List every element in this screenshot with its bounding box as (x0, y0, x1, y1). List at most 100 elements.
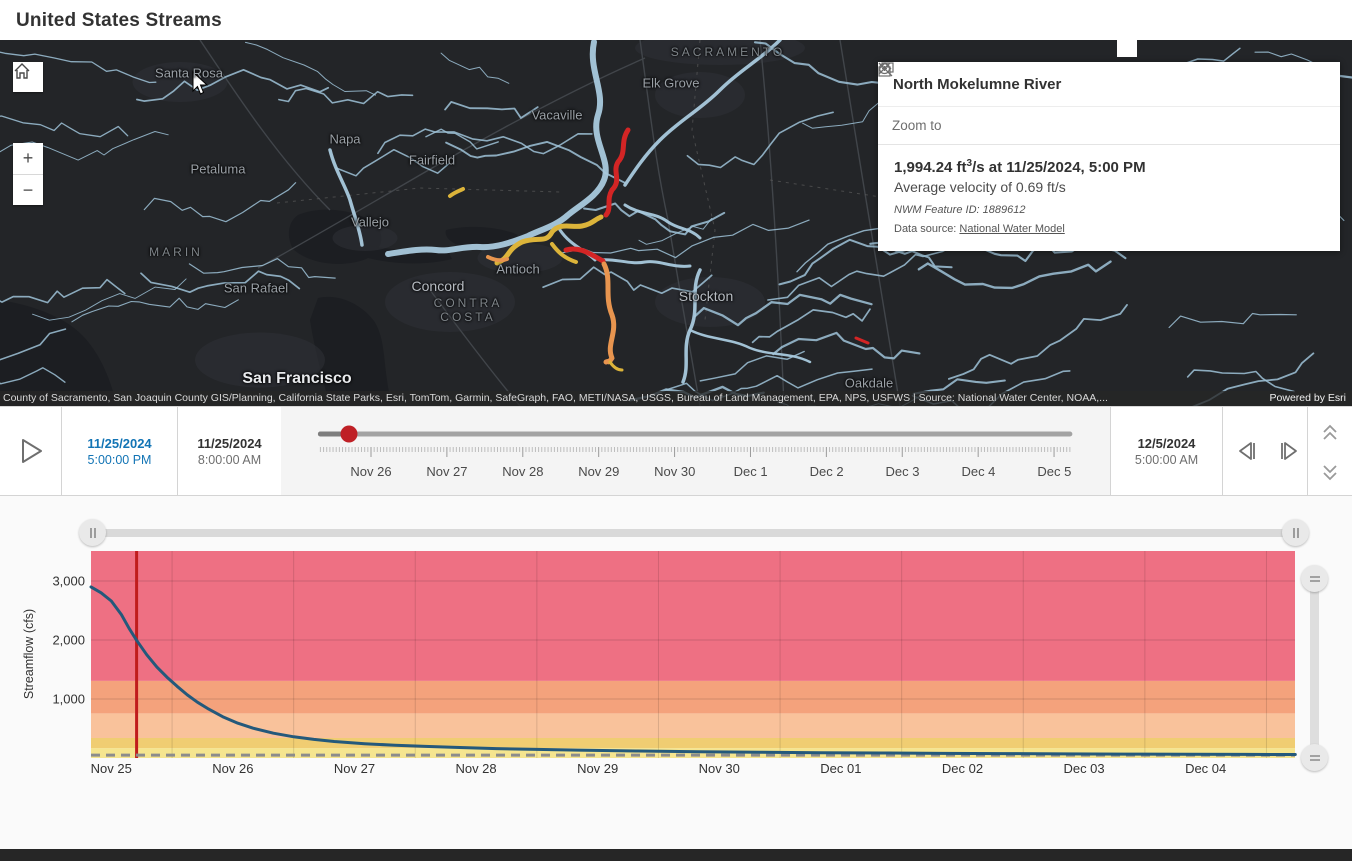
divider (1110, 407, 1111, 495)
step-back-button[interactable] (1226, 407, 1268, 495)
time-slider-label: Dec 1 (734, 464, 768, 479)
start-time: 8:00:00 AM (197, 452, 262, 467)
time-slider-label: Dec 2 (810, 464, 844, 479)
step-back-icon (1239, 442, 1255, 460)
y-axis-title: Streamflow (cfs) (22, 609, 36, 699)
time-slider-label: Dec 4 (961, 464, 995, 479)
stream-highlight-yellow-spur[interactable] (550, 242, 578, 264)
divider (177, 407, 178, 495)
velocity-text: Average velocity of 0.69 ft/s (894, 179, 1066, 195)
streamflow-chart[interactable]: 1,000 2,000 3,000 Streamflow (cfs) Nov 25 Nov… (0, 496, 1352, 849)
time-slider-label: Nov 26 (350, 464, 391, 479)
step-forward-icon (1281, 442, 1297, 460)
zoom-out-button[interactable]: − (22, 180, 34, 200)
app-header: United States Streams (0, 0, 1352, 40)
x-tick-label: Dec 04 (1185, 761, 1226, 776)
chart-vertical-range-track[interactable] (1310, 568, 1319, 770)
start-date: 11/25/2024 (197, 435, 262, 451)
end-date: 12/5/2024 (1137, 435, 1196, 451)
map-canvas[interactable]: Santa Rosa Vacaville Napa Fairfield Petaluma… (0, 40, 1352, 406)
close-button[interactable] (878, 62, 1330, 101)
end-time: 5:00:00 AM (1134, 452, 1199, 467)
band-50-yr (91, 551, 1295, 681)
step-forward-button[interactable] (1268, 407, 1310, 495)
x-tick-label: Nov 27 (334, 761, 375, 776)
divider (1307, 407, 1308, 495)
play-button[interactable] (0, 407, 61, 495)
play-icon (21, 439, 42, 463)
chart-range-left-handle[interactable] (79, 519, 106, 546)
home-icon (14, 63, 30, 79)
popup-title: North Mokelumne River (893, 75, 1062, 93)
time-slider-label: Dec 3 (886, 464, 920, 479)
current-time-display: 11/25/2024 5:00:00 PM (62, 407, 177, 495)
zoom-to-action[interactable]: Zoom to (878, 62, 1340, 145)
grip-horizontal-icon (1309, 575, 1320, 582)
time-slider-label: Nov 28 (502, 464, 543, 479)
time-slider-label: Nov 30 (654, 464, 695, 479)
chart-panel: 1,000 2,000 3,000 Streamflow (cfs) Nov 25 Nov… (0, 496, 1352, 849)
divider (61, 407, 62, 495)
home-button[interactable] (13, 62, 43, 92)
zoom-widget: + − (13, 143, 43, 205)
collapse-button[interactable] (878, 62, 1296, 101)
chart-range-right-handle[interactable] (1282, 519, 1309, 546)
data-source-text: Data source: National Water Model (894, 223, 1065, 235)
double-chevron-up-icon (1322, 424, 1337, 440)
start-time-display: 11/25/2024 8:00:00 AM (178, 407, 281, 495)
mouse-cursor (192, 70, 209, 95)
forecast-line (89, 585, 1297, 756)
x-tick-label: Nov 30 (699, 761, 740, 776)
data-source-link[interactable]: National Water Model (959, 223, 1065, 235)
zoom-widget-divider (13, 174, 43, 175)
chart-vrange-top-handle[interactable] (1301, 565, 1328, 592)
time-slider-track[interactable]: Nov 26 Nov 27 Nov 28 Nov 29 Nov 30 Dec 1 Dec 2… (0, 407, 1352, 495)
chart-vrange-bottom-handle[interactable] (1301, 744, 1328, 771)
end-time-display: 12/5/2024 5:00:00 AM (1111, 407, 1222, 495)
zoom-in-button[interactable]: + (22, 148, 34, 168)
stream-highlight-yellow-tail[interactable] (608, 360, 624, 372)
y-tick-label: 3,000 (52, 573, 85, 588)
chart-horizontal-range-track[interactable] (100, 529, 1292, 537)
x-tick-label: Nov 29 (577, 761, 618, 776)
feature-id-text: NWM Feature ID: 1889612 (894, 204, 1026, 216)
stream-highlight-yellow[interactable] (494, 214, 604, 266)
map-partial-widget (1117, 40, 1137, 57)
y-tick-label: 1,000 (52, 691, 85, 706)
feature-popup: North Mokelumne River (878, 62, 1340, 251)
time-slider-label: Nov 27 (426, 464, 467, 479)
x-tick-label: Nov 25 (91, 761, 132, 776)
y-tick-label: 2,000 (52, 632, 85, 647)
grip-vertical-icon (1292, 527, 1299, 538)
time-slider-handle[interactable] (340, 425, 358, 443)
band-10-yr (91, 713, 1295, 738)
band-25-yr (91, 680, 1295, 714)
stream-highlight-orange[interactable] (601, 261, 617, 365)
panel-expand-column (1307, 407, 1352, 495)
expand-down-button[interactable] (1307, 455, 1352, 489)
zoom-to-label: Zoom to (892, 118, 942, 133)
double-chevron-down-icon (1322, 464, 1337, 480)
time-slider-label: Nov 29 (578, 464, 619, 479)
stream-highlight-red-small[interactable] (854, 336, 870, 345)
x-tick-label: Nov 26 (212, 761, 253, 776)
powered-by-esri: Powered by Esri (1269, 392, 1346, 404)
band-5-yr (91, 737, 1295, 749)
x-tick-label: Nov 28 (455, 761, 496, 776)
flow-value: 1,994.24 ft3/s at 11/25/2024, 5:00 PM (894, 158, 1146, 176)
grip-vertical-icon (89, 527, 96, 538)
stream-highlight-red-delta[interactable] (563, 246, 606, 264)
dock-button[interactable] (878, 62, 1262, 101)
x-tick-label: Dec 01 (820, 761, 861, 776)
bottom-bar (0, 849, 1352, 861)
time-slider-label: Dec 5 (1037, 464, 1071, 479)
grip-horizontal-icon (1309, 754, 1320, 761)
map-graphics (0, 40, 1352, 406)
page-title: United States Streams (16, 10, 222, 31)
stream-highlight-red-north[interactable] (603, 127, 631, 218)
x-tick-label: Dec 02 (942, 761, 983, 776)
expand-up-button[interactable] (1307, 415, 1352, 449)
stream-highlight-yellow-small[interactable] (448, 187, 465, 198)
stream-highlight-orange-small[interactable] (486, 255, 509, 263)
